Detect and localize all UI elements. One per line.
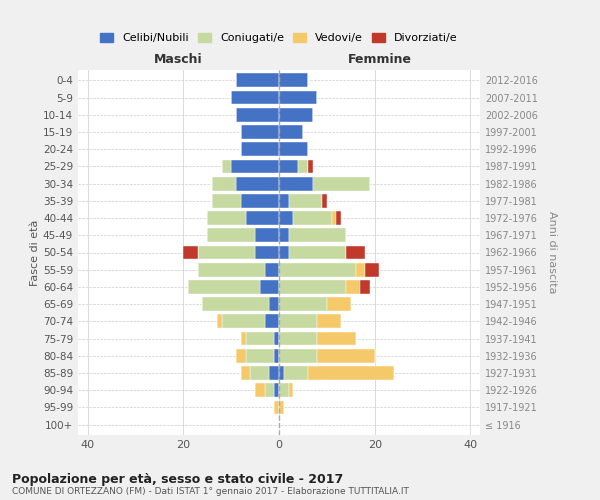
Bar — [279, 349, 317, 362]
Bar — [279, 90, 317, 104]
Bar — [197, 246, 255, 260]
Bar — [221, 160, 231, 173]
Bar — [202, 298, 269, 311]
Bar — [236, 176, 279, 190]
Bar — [260, 280, 279, 294]
Bar — [356, 263, 365, 276]
Bar — [207, 228, 255, 242]
Bar — [298, 160, 308, 173]
Bar — [212, 194, 241, 207]
Bar — [346, 246, 365, 260]
Bar — [308, 160, 313, 173]
Bar — [279, 298, 327, 311]
Bar — [337, 211, 341, 225]
Bar — [279, 314, 317, 328]
Bar — [197, 263, 265, 276]
Bar — [289, 228, 346, 242]
Bar — [221, 314, 265, 328]
Bar — [317, 332, 356, 345]
Bar — [265, 263, 279, 276]
Bar — [313, 176, 370, 190]
Bar — [250, 366, 269, 380]
Bar — [274, 332, 279, 345]
Bar — [346, 280, 361, 294]
Bar — [245, 349, 274, 362]
Bar — [279, 211, 293, 225]
Bar — [212, 176, 236, 190]
Text: Popolazione per età, sesso e stato civile - 2017: Popolazione per età, sesso e stato civil… — [12, 472, 343, 486]
Bar — [274, 400, 279, 414]
Bar — [217, 314, 221, 328]
Bar — [236, 108, 279, 122]
Bar — [245, 211, 279, 225]
Y-axis label: Anni di nascita: Anni di nascita — [547, 211, 557, 294]
Bar — [269, 366, 279, 380]
Bar — [317, 349, 375, 362]
Bar — [289, 194, 322, 207]
Bar — [255, 228, 279, 242]
Bar — [279, 74, 308, 87]
Bar — [279, 246, 289, 260]
Bar — [279, 384, 289, 397]
Bar — [284, 366, 308, 380]
Bar — [265, 314, 279, 328]
Bar — [317, 314, 341, 328]
Bar — [241, 125, 279, 139]
Bar — [274, 384, 279, 397]
Bar — [231, 160, 279, 173]
Bar — [236, 349, 245, 362]
Bar — [279, 280, 346, 294]
Bar — [188, 280, 260, 294]
Bar — [327, 298, 351, 311]
Bar — [361, 280, 370, 294]
Y-axis label: Fasce di età: Fasce di età — [30, 220, 40, 286]
Bar — [332, 211, 337, 225]
Bar — [255, 384, 265, 397]
Bar — [279, 332, 317, 345]
Bar — [279, 228, 289, 242]
Bar — [365, 263, 379, 276]
Bar — [245, 332, 274, 345]
Text: Maschi: Maschi — [154, 54, 203, 66]
Text: Femmine: Femmine — [347, 54, 412, 66]
Bar — [274, 349, 279, 362]
Text: COMUNE DI ORTEZZANO (FM) - Dati ISTAT 1° gennaio 2017 - Elaborazione TUTTITALIA.: COMUNE DI ORTEZZANO (FM) - Dati ISTAT 1°… — [12, 488, 409, 496]
Bar — [279, 142, 308, 156]
Bar — [322, 194, 327, 207]
Bar — [279, 176, 313, 190]
Bar — [236, 74, 279, 87]
Bar — [269, 298, 279, 311]
Bar — [289, 384, 293, 397]
Bar — [279, 400, 284, 414]
Bar — [207, 211, 245, 225]
Bar — [279, 108, 313, 122]
Bar — [279, 125, 303, 139]
Bar — [279, 263, 356, 276]
Bar — [255, 246, 279, 260]
Bar — [279, 160, 298, 173]
Bar — [241, 142, 279, 156]
Bar — [241, 194, 279, 207]
Bar — [241, 332, 245, 345]
Bar — [265, 384, 274, 397]
Bar — [289, 246, 346, 260]
Bar — [279, 366, 284, 380]
Bar — [183, 246, 197, 260]
Bar — [279, 194, 289, 207]
Bar — [293, 211, 332, 225]
Legend: Celibi/Nubili, Coniugati/e, Vedovi/e, Divorziati/e: Celibi/Nubili, Coniugati/e, Vedovi/e, Di… — [96, 28, 462, 48]
Bar — [241, 366, 250, 380]
Bar — [308, 366, 394, 380]
Bar — [231, 90, 279, 104]
